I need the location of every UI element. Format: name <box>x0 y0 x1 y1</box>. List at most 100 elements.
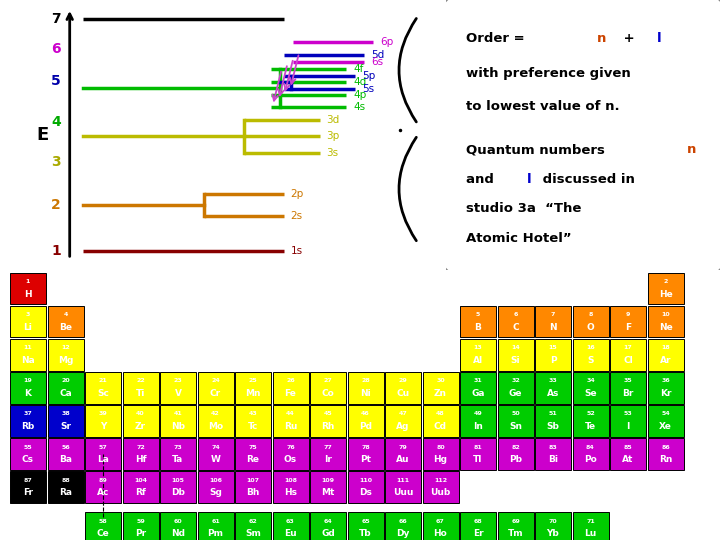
Text: 1s: 1s <box>291 246 303 256</box>
Text: Pt: Pt <box>360 455 371 464</box>
Bar <box>423 512 459 540</box>
Text: 47: 47 <box>399 411 408 416</box>
Text: K: K <box>24 389 32 398</box>
Bar <box>48 339 84 370</box>
Text: Cs: Cs <box>22 455 34 464</box>
Text: 44: 44 <box>286 411 295 416</box>
Bar <box>235 405 271 437</box>
Bar <box>160 471 196 503</box>
Text: Sr: Sr <box>60 422 71 431</box>
Text: V: V <box>174 389 181 398</box>
Text: 46: 46 <box>361 411 370 416</box>
Text: Si: Si <box>510 356 521 365</box>
Text: 48: 48 <box>436 411 445 416</box>
Text: Kr: Kr <box>660 389 671 398</box>
Text: 29: 29 <box>399 379 408 383</box>
Text: 83: 83 <box>549 444 557 450</box>
Text: Hg: Hg <box>433 455 448 464</box>
Text: 61: 61 <box>211 519 220 524</box>
Bar <box>385 372 421 403</box>
Text: 110: 110 <box>359 478 372 483</box>
Text: 57: 57 <box>99 444 107 450</box>
Text: 3s: 3s <box>326 147 338 158</box>
Text: 32: 32 <box>511 379 520 383</box>
Text: 111: 111 <box>397 478 410 483</box>
Text: F: F <box>625 323 631 332</box>
Text: 4d: 4d <box>354 77 366 87</box>
Text: Ca: Ca <box>59 389 72 398</box>
Text: 109: 109 <box>322 478 335 483</box>
Text: Ne: Ne <box>659 323 672 332</box>
Text: Ni: Ni <box>360 389 371 398</box>
Bar <box>85 405 121 437</box>
Text: 75: 75 <box>248 444 257 450</box>
Bar <box>423 372 459 403</box>
Bar <box>423 438 459 470</box>
Bar <box>48 306 84 338</box>
Text: Rf: Rf <box>135 488 146 497</box>
Bar <box>235 512 271 540</box>
Text: 78: 78 <box>361 444 370 450</box>
Text: 14: 14 <box>511 345 520 350</box>
Text: Rh: Rh <box>321 422 335 431</box>
Bar <box>572 512 608 540</box>
Text: C: C <box>512 323 519 332</box>
Text: As: As <box>546 389 559 398</box>
Text: Yb: Yb <box>546 529 559 538</box>
Text: 5p: 5p <box>362 71 375 81</box>
Text: 37: 37 <box>24 411 32 416</box>
Text: 28: 28 <box>361 379 370 383</box>
Text: 68: 68 <box>474 519 482 524</box>
Bar <box>348 512 384 540</box>
FancyBboxPatch shape <box>444 0 720 273</box>
Bar <box>385 438 421 470</box>
Text: Rn: Rn <box>659 455 672 464</box>
Bar <box>10 438 46 470</box>
Text: Order =: Order = <box>466 32 528 45</box>
Text: 49: 49 <box>474 411 482 416</box>
Text: 24: 24 <box>211 379 220 383</box>
Text: and: and <box>466 173 498 186</box>
Text: n: n <box>687 143 696 156</box>
Text: Ga: Ga <box>472 389 485 398</box>
Text: 27: 27 <box>323 379 333 383</box>
Text: 81: 81 <box>474 444 482 450</box>
Text: 66: 66 <box>399 519 408 524</box>
Text: I: I <box>626 422 630 431</box>
Bar <box>48 471 84 503</box>
Text: 2p: 2p <box>291 190 304 199</box>
Text: Sn: Sn <box>509 422 522 431</box>
Text: 12: 12 <box>61 345 70 350</box>
Bar <box>647 405 683 437</box>
Text: 77: 77 <box>323 444 333 450</box>
Bar <box>160 372 196 403</box>
Text: Sb: Sb <box>546 422 559 431</box>
Bar <box>385 405 421 437</box>
Text: 55: 55 <box>24 444 32 450</box>
Bar <box>647 339 683 370</box>
Text: 26: 26 <box>286 379 295 383</box>
Text: 15: 15 <box>549 345 557 350</box>
Bar <box>310 471 346 503</box>
Bar <box>460 405 496 437</box>
Bar <box>10 471 46 503</box>
Text: Se: Se <box>584 389 597 398</box>
Bar <box>197 471 233 503</box>
Text: 10: 10 <box>661 312 670 317</box>
Text: 40: 40 <box>136 411 145 416</box>
Text: Sm: Sm <box>245 529 261 538</box>
Bar <box>235 438 271 470</box>
Text: 43: 43 <box>248 411 257 416</box>
Bar <box>122 438 158 470</box>
Text: 64: 64 <box>323 519 333 524</box>
Text: Mo: Mo <box>208 422 223 431</box>
Bar <box>348 372 384 403</box>
Text: 5: 5 <box>51 74 60 88</box>
Text: 63: 63 <box>286 519 295 524</box>
Bar <box>460 339 496 370</box>
Bar <box>348 471 384 503</box>
Text: 35: 35 <box>624 379 632 383</box>
Text: 62: 62 <box>248 519 257 524</box>
Text: 33: 33 <box>549 379 557 383</box>
Bar <box>498 512 534 540</box>
